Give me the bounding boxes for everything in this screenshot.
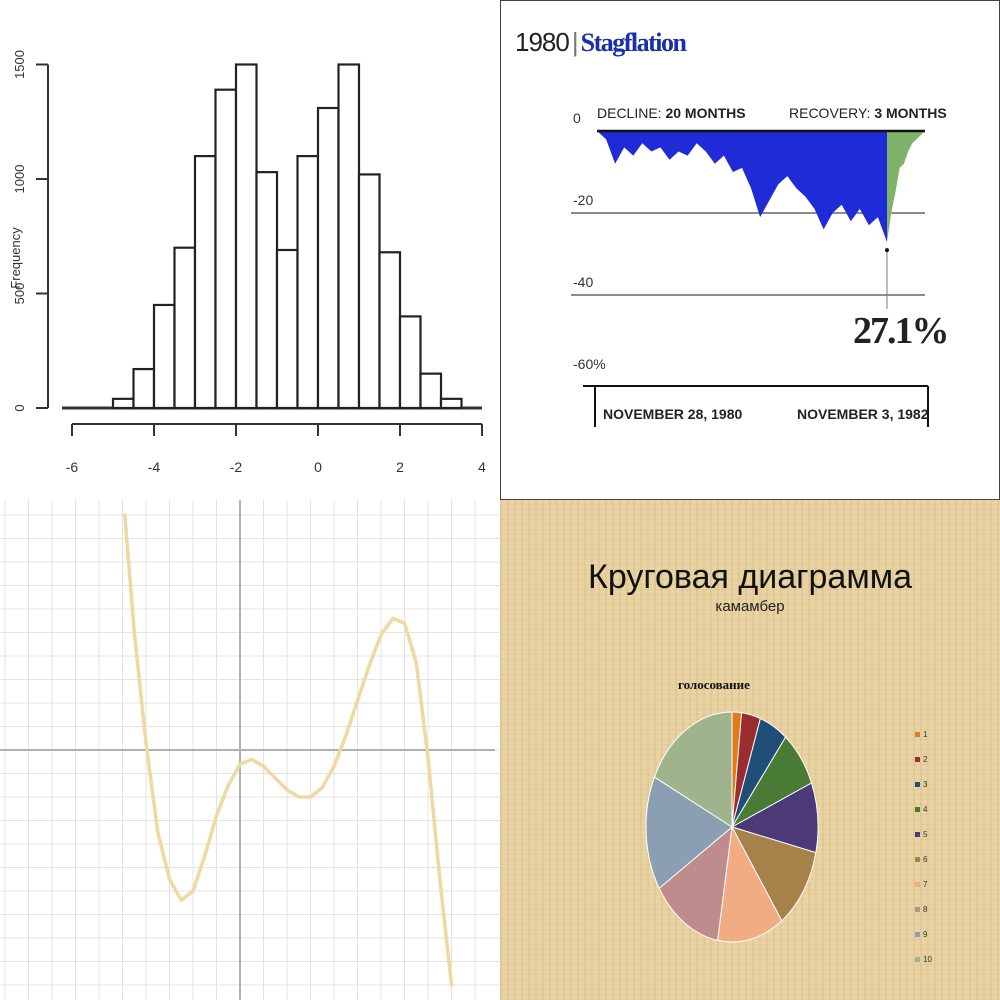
histogram-bar [111, 397, 135, 410]
histogram-bar [193, 155, 217, 410]
legend-label: 5 [923, 830, 928, 839]
legend-item: 6 [915, 847, 932, 872]
legend-label: 8 [923, 905, 928, 914]
pie-slide-subtitle: камамбер [715, 598, 785, 615]
y-tick-label: 1500 [12, 50, 27, 79]
pie-slice [730, 826, 817, 922]
legend-item: 7 [915, 872, 932, 897]
legend-swatch [915, 857, 920, 862]
legend-swatch [915, 882, 920, 887]
y-axis-label: Frequency [8, 227, 23, 289]
x-tick-label: 4 [478, 459, 486, 475]
legend-label: 6 [923, 855, 928, 864]
x-tick-label: -4 [148, 459, 161, 475]
x-tick-label: -6 [66, 459, 79, 475]
histogram-bar [214, 88, 238, 410]
start-date: NOVEMBER 28, 1980 [603, 406, 743, 422]
y-tick-label: -40 [573, 274, 593, 290]
legend-item: 3 [915, 772, 932, 797]
function-graph-panel [0, 500, 500, 1000]
legend-swatch [915, 782, 920, 787]
histogram-bar [316, 106, 340, 410]
title-name: Stagflation [580, 28, 687, 57]
stagflation-title: 1980 | Stagflation [515, 27, 687, 58]
histogram-panel: -6 -4 -2 0 2 4 0 500 1000 1500 Frequency [0, 0, 500, 500]
pie-slide-title: Круговая диаграмма [588, 558, 912, 596]
y-tick-label: 500 [12, 283, 27, 305]
recovery-value: 3 MONTHS [874, 105, 947, 121]
stagflation-panel: 1980 | Stagflation 0 -20 -40 -60% DECLINE: 20… [500, 0, 1000, 500]
decline-value: 20 MONTHS [665, 105, 746, 121]
legend-swatch [915, 757, 920, 762]
x-tick-label: 2 [396, 459, 404, 475]
title-separator: | [571, 27, 579, 57]
histogram-bar [275, 248, 299, 410]
legend-label: 9 [923, 930, 928, 939]
histogram-bar [296, 155, 320, 410]
histogram-bar [132, 367, 156, 410]
function-curve [123, 513, 454, 987]
pie-slice [645, 776, 733, 890]
decline-label-text: DECLINE: [597, 105, 662, 121]
y-tick-label: -60% [573, 356, 606, 372]
legend-label: 7 [923, 880, 928, 889]
legend-item: 4 [915, 797, 932, 822]
histogram-bar [398, 315, 422, 410]
legend-item: 10 [915, 947, 932, 972]
y-tick-label: -20 [573, 192, 593, 208]
legend-swatch [915, 932, 920, 937]
legend-swatch [915, 832, 920, 837]
pie-slice [653, 711, 733, 828]
histogram-bar [378, 251, 402, 410]
histogram-bar [337, 63, 361, 410]
legend-swatch [915, 807, 920, 812]
stagflation-chart: 0 -20 -40 -60% [571, 110, 929, 427]
legend-label: 10 [923, 955, 932, 964]
legend-label: 4 [923, 805, 928, 814]
legend-item: 5 [915, 822, 932, 847]
pie-slice [717, 825, 783, 943]
y-tick-label: 0 [12, 404, 27, 411]
histogram-chart: -6 -4 -2 0 2 4 0 500 1000 1500 Frequency [8, 50, 486, 475]
pie-chart-title: голосование [678, 677, 750, 692]
recovery-area [887, 131, 925, 243]
trough-dot [885, 248, 889, 253]
legend-swatch [915, 957, 920, 962]
recovery-label-text: RECOVERY: [789, 105, 871, 121]
histogram-bar [439, 397, 463, 410]
histogram-bar [234, 63, 258, 410]
decline-label: DECLINE: 20 MONTHS [597, 105, 746, 121]
y-tick-label: 0 [573, 110, 581, 126]
legend-item: 9 [915, 922, 932, 947]
recovery-label: RECOVERY: 3 MONTHS [789, 105, 947, 121]
legend-label: 2 [923, 755, 928, 764]
legend-item: 2 [915, 747, 932, 772]
pie-panel: Круговая диаграмма камамбер голосование … [500, 500, 1000, 1000]
function-graph [0, 500, 500, 1000]
histogram-bar [255, 171, 279, 410]
end-date: NOVEMBER 3, 1982 [797, 406, 929, 422]
pie-chart [645, 711, 819, 943]
histogram-bar [152, 303, 176, 410]
histogram-bar [173, 246, 197, 410]
title-year: 1980 [515, 27, 570, 57]
decline-area [597, 131, 887, 243]
legend-swatch [915, 732, 920, 737]
legend-label: 3 [923, 780, 928, 789]
legend-label: 1 [923, 730, 928, 739]
x-tick-label: -2 [230, 459, 243, 475]
y-tick-label: 1000 [12, 165, 27, 194]
x-tick-label: 0 [314, 459, 322, 475]
histogram-bar [357, 173, 381, 410]
legend-item: 1 [915, 722, 932, 747]
pie-legend: 1 2 3 4 5 6 7 8 9 10 [915, 722, 932, 972]
trough-value: 27.1% [853, 310, 949, 352]
legend-swatch [915, 907, 920, 912]
histogram-bar [419, 372, 443, 410]
pie-slice [658, 825, 733, 942]
legend-item: 8 [915, 897, 932, 922]
